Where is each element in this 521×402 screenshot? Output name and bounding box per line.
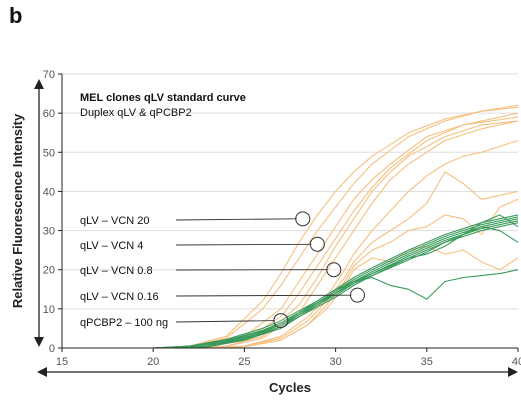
qlv-curve-5 (62, 120, 519, 349)
qpcbp2-curve-12 (62, 222, 519, 349)
x-tick-label-5: 40 (512, 356, 521, 368)
y-tick-label-4: 40 (43, 186, 55, 198)
qlv-curve-9 (62, 198, 519, 349)
y-tick-label-2: 20 (43, 265, 55, 277)
x-tick-label-2: 25 (238, 356, 250, 368)
annotation-label-0: qLV – VCN 20 (80, 215, 150, 227)
annotation-label-3: qLV – VCN 0.16 (80, 291, 159, 303)
annotation-leader-3 (175, 294, 352, 297)
qlv-curve-0 (62, 106, 519, 349)
annotation-label-4: qPCBP2 – 100 ng (80, 317, 168, 329)
x-axis-title: Cycles (269, 380, 311, 395)
chart-subtitle: Duplex qLV & qPCBP2 (80, 107, 192, 119)
axes: 0 10 20 30 40 50 60 70 15 20 25 30 35 40 (34, 69, 521, 377)
annotation-circle-3 (349, 287, 365, 303)
qlv-series-group (62, 104, 519, 349)
annotations: qLV – VCN 20 qLV – VCN 4 qLV – VCN 0.8 qLV … (80, 211, 365, 329)
annotation-leader-4 (175, 320, 275, 323)
y-tick-label-3: 30 (43, 226, 55, 238)
qlv-curve-7 (62, 171, 519, 349)
annotation-circle-4 (273, 313, 289, 329)
annotation-leader-1 (175, 243, 312, 246)
annotation-circle-0 (295, 211, 311, 227)
y-tick-label-0: 0 (49, 343, 55, 355)
qpcbp2-series-group (62, 214, 519, 349)
panel-label: b (9, 3, 23, 28)
qlv-curve-6 (62, 139, 519, 349)
annotation-leader-0 (175, 218, 297, 221)
y-tick-label-5: 50 (43, 147, 55, 159)
annotation-circle-2 (326, 262, 342, 278)
qlv-curve-4 (62, 120, 519, 349)
y-tick-label-7: 70 (43, 69, 55, 81)
y-tick-label-1: 10 (43, 304, 55, 316)
qpcbp2-curve-16 (62, 226, 519, 349)
annotation-circle-1 (309, 236, 325, 252)
x-tick-label-3: 30 (329, 356, 341, 368)
annotation-label-1: qLV – VCN 4 (80, 240, 143, 252)
y-tick-label-6: 60 (43, 108, 55, 120)
y-axis-title: Relative Fluorescence Intensity (10, 113, 25, 308)
x-tick-label-0: 15 (56, 356, 68, 368)
x-tick-label-1: 20 (147, 356, 159, 368)
qpcbp2-curve-17 (62, 214, 519, 349)
chart-labels: MEL clones qLV standard curve Duplex qLV… (10, 92, 311, 395)
chart-title: MEL clones qLV standard curve (80, 92, 246, 104)
annotation-label-2: qLV – VCN 0.8 (80, 265, 153, 277)
x-tick-label-4: 35 (421, 356, 433, 368)
